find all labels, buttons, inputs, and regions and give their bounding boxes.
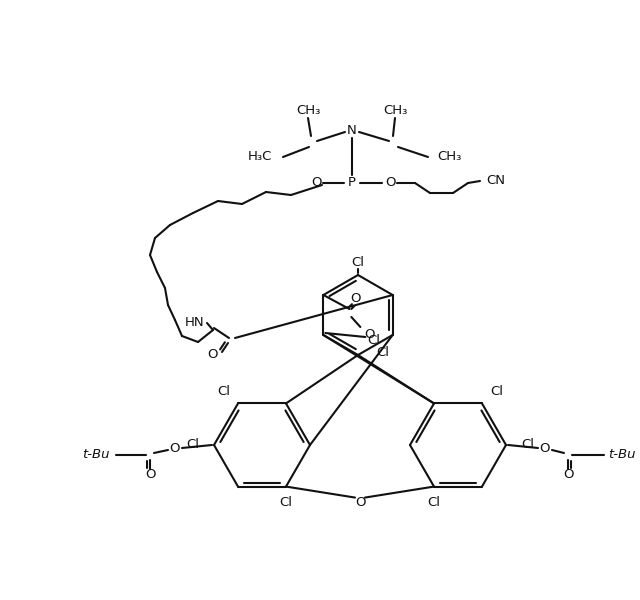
Text: HN: HN [184, 316, 204, 329]
Text: O: O [355, 496, 365, 509]
Text: CN: CN [486, 175, 505, 187]
Text: Cl: Cl [490, 385, 503, 398]
Text: CH₃: CH₃ [296, 103, 320, 116]
Text: CH₃: CH₃ [383, 103, 407, 116]
Text: P: P [348, 176, 356, 190]
Text: O: O [563, 469, 573, 481]
Text: O: O [207, 349, 218, 361]
Text: O: O [385, 176, 396, 190]
Text: Cl: Cl [376, 346, 389, 359]
Text: O: O [540, 442, 550, 455]
Text: CH₃: CH₃ [437, 151, 461, 163]
Text: Cl: Cl [351, 257, 365, 269]
Text: Cl: Cl [428, 496, 440, 509]
Text: H₃C: H₃C [248, 151, 272, 163]
Text: Cl: Cl [521, 439, 534, 451]
Text: Cl: Cl [186, 439, 199, 451]
Text: Cl: Cl [280, 496, 292, 509]
Text: Cl: Cl [217, 385, 230, 398]
Text: N: N [347, 124, 357, 136]
Text: O: O [364, 329, 374, 341]
Text: O: O [145, 469, 156, 481]
Text: O: O [170, 442, 180, 455]
Text: t-Bu: t-Bu [83, 449, 110, 461]
Text: O: O [350, 292, 360, 305]
Text: O: O [311, 176, 321, 190]
Text: t-Bu: t-Bu [608, 449, 636, 461]
Text: Cl: Cl [367, 334, 381, 346]
